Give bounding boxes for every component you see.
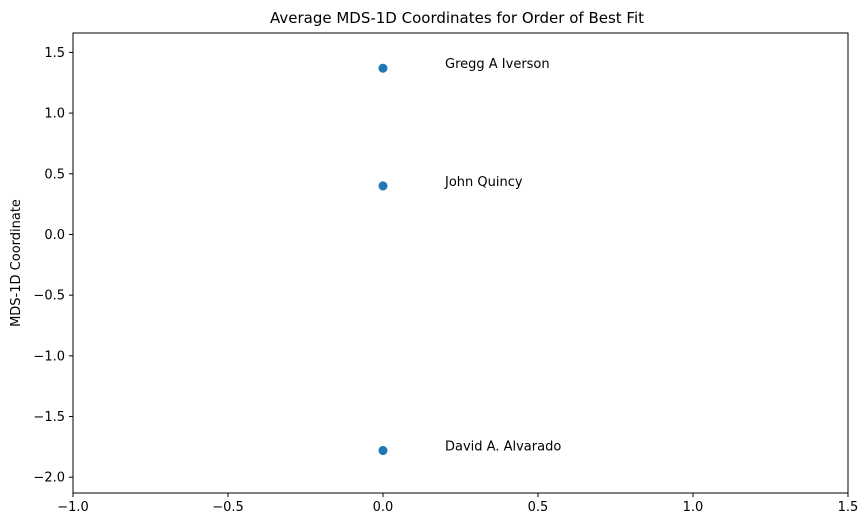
y-tick-label: −0.5 bbox=[33, 289, 65, 304]
point-annotation: John Quincy bbox=[444, 175, 523, 190]
point-layer bbox=[378, 63, 388, 456]
x-tick-label: 0.5 bbox=[528, 500, 549, 515]
x-tick-label: −1.0 bbox=[57, 500, 89, 515]
x-tick-label: 1.5 bbox=[838, 500, 859, 515]
y-axis-label: MDS-1D Coordinate bbox=[9, 199, 24, 327]
y-tick-label: −1.0 bbox=[33, 349, 65, 364]
y-tick-label: 1.5 bbox=[44, 46, 65, 61]
y-tick-label: 0.0 bbox=[44, 228, 65, 243]
x-tick-label: 0.0 bbox=[373, 500, 394, 515]
x-tick-label: −0.5 bbox=[212, 500, 244, 515]
annotation-layer: Gregg A Iverson John Quincy David A. Alvar… bbox=[444, 57, 561, 454]
x-tick-label: 1.0 bbox=[683, 500, 704, 515]
data-point bbox=[378, 446, 388, 456]
point-annotation: David A. Alvarado bbox=[445, 440, 561, 455]
chart-title: Average MDS-1D Coordinates for Order of … bbox=[270, 9, 644, 27]
data-point bbox=[378, 63, 388, 73]
plot-frame bbox=[72, 32, 849, 494]
y-tick-label: 0.5 bbox=[44, 167, 65, 182]
point-annotation: Gregg A Iverson bbox=[445, 57, 550, 72]
data-point bbox=[378, 181, 388, 191]
tick-layer: −1.0 −0.5 0.0 0.5 1.0 1.5 1.5 1.0 0.5 0.0 −0.5 −1.0… bbox=[33, 46, 858, 515]
y-tick-label: −1.5 bbox=[33, 410, 65, 425]
y-tick-label: 1.0 bbox=[44, 107, 65, 122]
y-tick-label: −2.0 bbox=[33, 471, 65, 486]
